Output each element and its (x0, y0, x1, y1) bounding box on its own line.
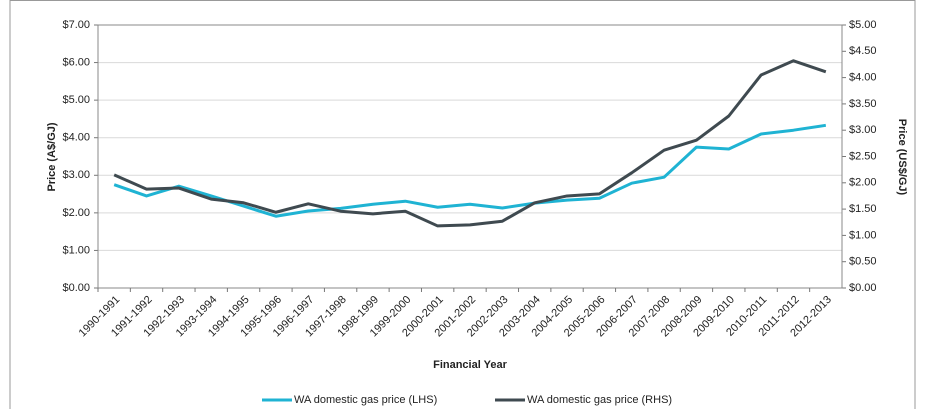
y2-tick-label: $1.50 (849, 203, 877, 215)
y2-tick-label: $0.00 (849, 282, 877, 294)
y2-tick-label: $4.50 (849, 45, 877, 57)
chart-frame (9, 0, 916, 409)
y-tick-label: $7.00 (62, 19, 90, 31)
series-line (113, 59, 827, 228)
y2-tick-label: $4.00 (849, 72, 877, 84)
y-tick-label: $4.00 (62, 132, 90, 144)
y-tick-label: $3.00 (62, 169, 90, 181)
legend-label: WA domestic gas price (LHS) (294, 394, 437, 406)
y2-tick-label: $5.00 (849, 19, 877, 31)
series-line (113, 123, 827, 218)
y2-tick-label: $1.00 (849, 229, 877, 241)
legend-label: WA domestic gas price (RHS) (527, 394, 672, 406)
y2-tick-label: $2.50 (849, 150, 877, 162)
y2-axis-title: Price (US$/GJ) (896, 119, 908, 196)
y-tick-label: $0.00 (62, 282, 90, 294)
y-tick-label: $1.00 (62, 244, 90, 256)
y-tick-label: $2.00 (62, 207, 90, 219)
y-tick-label: $6.00 (62, 56, 90, 68)
y2-tick-label: $0.50 (849, 256, 877, 268)
x-axis-title: Financial Year (433, 359, 508, 371)
plot-border (97, 24, 843, 289)
y2-tick-label: $3.00 (849, 124, 877, 136)
y2-tick-label: $3.50 (849, 98, 877, 110)
y-axis-title: Price (A$/GJ) (46, 122, 58, 191)
y2-tick-label: $2.00 (849, 177, 877, 189)
y-tick-label: $5.00 (62, 94, 90, 106)
